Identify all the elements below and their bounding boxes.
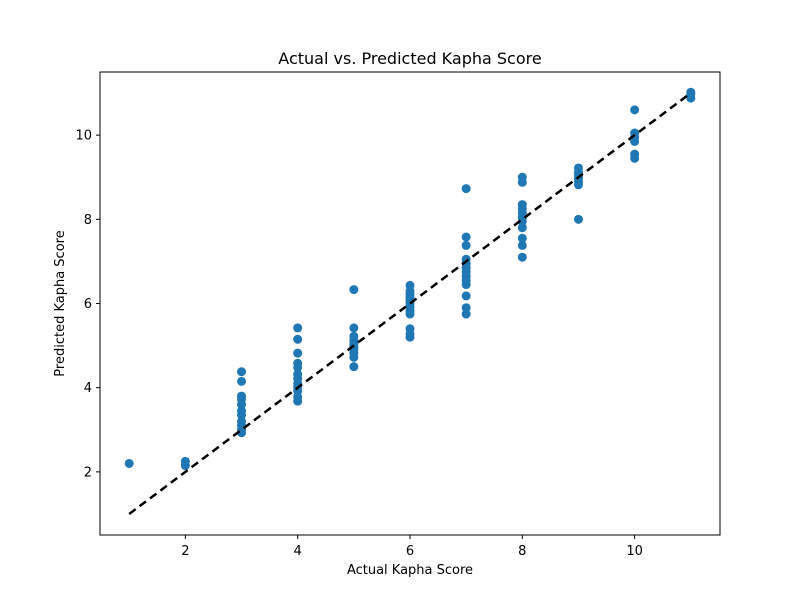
y-tick-label: 2	[84, 465, 92, 480]
data-point	[349, 362, 359, 372]
y-axis: 2 4 6 8 10	[75, 129, 100, 480]
y-tick-label: 10	[75, 129, 92, 144]
data-point	[349, 285, 359, 295]
data-point	[630, 149, 640, 159]
data-point	[686, 87, 696, 97]
x-tick-label: 4	[294, 544, 302, 559]
data-point	[124, 458, 134, 468]
data-point	[517, 233, 527, 243]
y-tick-label: 6	[84, 297, 92, 312]
data-point	[573, 163, 583, 173]
data-point	[237, 406, 247, 416]
x-tick-label: 10	[626, 544, 643, 559]
data-point	[405, 280, 415, 290]
x-tick-label: 8	[518, 544, 526, 559]
data-point	[237, 376, 247, 386]
data-point	[461, 184, 471, 194]
data-point	[461, 240, 471, 250]
data-point	[349, 331, 359, 341]
data-point	[461, 232, 471, 242]
data-point	[517, 200, 527, 210]
data-point	[237, 367, 247, 377]
data-point	[461, 303, 471, 313]
data-point	[293, 323, 303, 333]
plot-area	[124, 87, 696, 515]
data-point	[517, 223, 527, 233]
data-point	[349, 323, 359, 333]
y-tick-label: 8	[84, 213, 92, 228]
data-point	[293, 369, 303, 379]
data-point	[461, 309, 471, 319]
data-point	[237, 416, 247, 426]
data-point	[293, 334, 303, 344]
x-tick-label: 6	[406, 544, 414, 559]
x-axis: 2 4 6 8 10	[181, 535, 643, 559]
data-point	[405, 324, 415, 334]
data-point	[517, 172, 527, 182]
x-axis-label: Actual Kapha Score	[347, 563, 473, 578]
data-point	[517, 252, 527, 262]
chart-title: Actual vs. Predicted Kapha Score	[278, 49, 541, 68]
data-point	[630, 105, 640, 115]
data-point	[293, 348, 303, 358]
data-point	[517, 240, 527, 250]
data-point	[293, 358, 303, 368]
y-axis-label: Predicted Kapha Score	[53, 230, 68, 376]
data-point	[573, 214, 583, 224]
data-point	[180, 456, 190, 466]
data-point	[237, 391, 247, 401]
data-point	[461, 291, 471, 301]
y-tick-label: 4	[84, 381, 92, 396]
x-tick-label: 2	[181, 544, 189, 559]
reference-line	[128, 92, 692, 515]
